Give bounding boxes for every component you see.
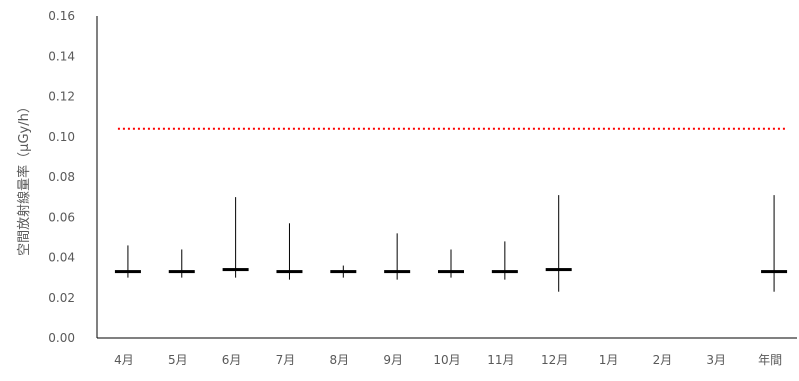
x-tick-label: 6月	[222, 353, 242, 367]
y-tick-label: 0.08	[48, 170, 75, 184]
y-tick-label: 0.06	[48, 210, 75, 224]
x-tick-label: 7月	[276, 353, 296, 367]
x-tick-label: 9月	[383, 353, 403, 367]
median-mark	[545, 268, 572, 272]
x-tick-label: 8月	[329, 353, 349, 367]
median-mark	[330, 270, 357, 274]
x-tick-label: 11月	[487, 353, 514, 367]
y-tick-label: 0.00	[48, 331, 75, 345]
median-mark	[222, 268, 249, 272]
y-axis-ticks: 0.00 0.02 0.04 0.06 0.08 0.10 0.12 0.14 0.16	[48, 9, 75, 345]
median-mark	[276, 270, 303, 274]
x-tick-label: 年間	[758, 353, 782, 367]
x-axis-ticks: 4月 5月 6月 7月 8月 9月 10月 11月 12月 1月 2月 3月 年間	[114, 353, 782, 367]
x-tick-label: 1月	[599, 353, 619, 367]
median-mark	[438, 270, 464, 274]
y-axis-title: 空間放射線量率（μGy/h）	[16, 100, 32, 256]
y-tick-label: 0.14	[48, 49, 75, 63]
x-tick-label: 4月	[114, 353, 134, 367]
x-tick-label: 5月	[168, 353, 188, 367]
y-tick-label: 0.04	[48, 251, 75, 265]
median-mark	[168, 270, 195, 274]
median-mark	[114, 270, 141, 274]
x-tick-label: 12月	[541, 353, 568, 367]
median-mark	[761, 270, 788, 274]
y-tick-label: 0.16	[48, 9, 75, 23]
x-tick-label: 10月	[433, 353, 460, 367]
x-tick-label: 2月	[653, 353, 673, 367]
median-mark	[491, 270, 518, 274]
y-tick-label: 0.02	[48, 291, 75, 305]
plot-marks	[114, 195, 788, 292]
y-tick-label: 0.12	[48, 90, 75, 104]
y-tick-label: 0.10	[48, 130, 75, 144]
median-mark	[384, 270, 411, 274]
x-tick-label: 3月	[706, 353, 726, 367]
